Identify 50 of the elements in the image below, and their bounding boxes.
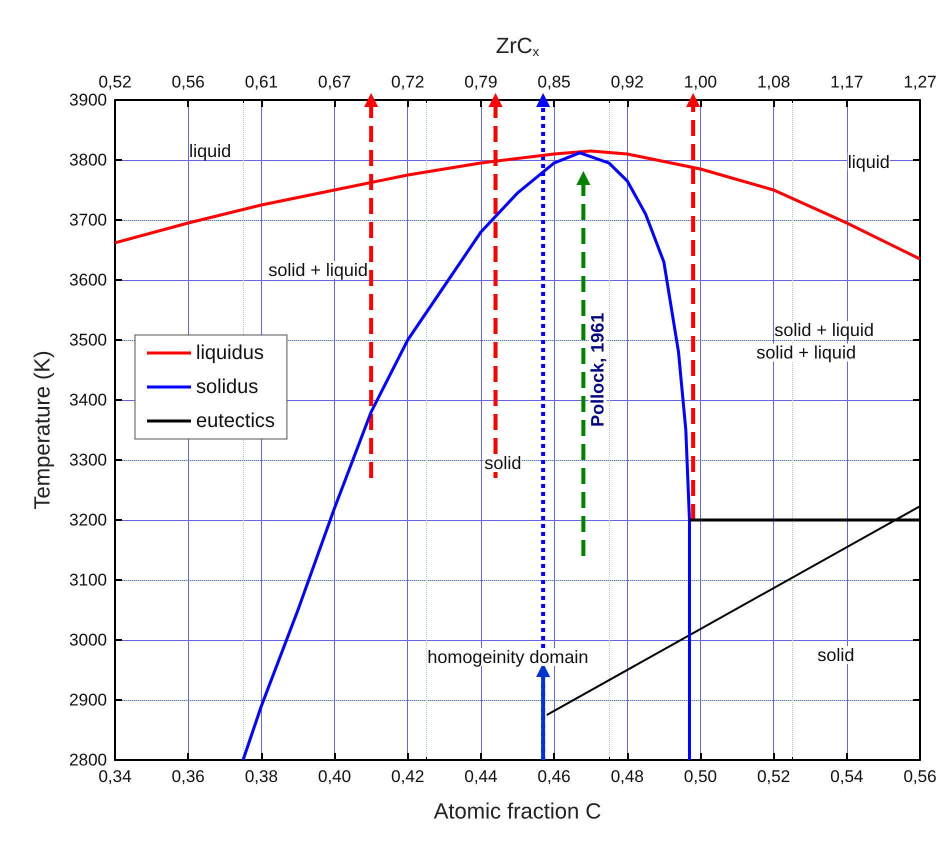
x-tick-label: 0,46 [538,767,571,786]
text: 0,67 [318,72,352,92]
y-tick-label: 3900 [69,90,107,110]
text: 1,17 [830,72,864,92]
annotation: solid [484,453,522,473]
annotation: liquid [848,152,890,172]
y-tick-label: 3400 [69,390,107,410]
x-tick-label: 0,48 [610,767,644,786]
text: 0,56 [172,72,205,92]
annotation: solid [817,645,854,665]
x-tick-label: 0,34 [98,767,132,786]
legend-label: solidus [196,376,258,398]
y-tick-label: 3800 [69,150,107,170]
text: 0,72 [391,72,424,92]
x-tick-label: 0,38 [244,767,278,786]
annotation: homogeinity domain [427,647,588,668]
annotation: solid + liquid [774,320,874,340]
x-axis-title: Atomic fraction C [434,798,602,824]
y-axis-title: Temperature (K) [30,350,54,510]
x-tick-label: 0,56 [903,767,937,786]
text: 1,08 [757,72,790,92]
text: 0,52 [98,72,132,92]
text: 0,85 [538,72,571,92]
y-tick-label: 3600 [69,270,107,290]
x-tick-label: 0,50 [684,767,717,786]
legend-label: eutectics [196,410,275,432]
x-tick-label: 0,52 [757,767,790,786]
x-tick-label: 0,44 [464,767,498,786]
y-tick-label: 3500 [69,330,107,350]
y-tick-label: 2900 [69,690,107,710]
x-tick-label: 0,40 [318,767,352,786]
annotation: Pollock, 1961 [588,312,608,427]
x-tick-label: 0,36 [172,767,205,786]
text: 1,27 [903,72,937,92]
legend-label: liquidus [196,342,264,364]
y-tick-label: 3000 [69,630,107,650]
annotation: liquid [189,141,232,161]
text: 0,79 [464,72,498,92]
text: 0,92 [610,72,644,92]
text: 1,00 [684,72,717,92]
text: 0,61 [244,72,278,92]
y-tick-label: 2800 [69,750,107,770]
y-tick-label: 3700 [69,210,107,230]
annotation: solid + liquid [268,260,368,280]
annotation: solid + liquid [756,342,856,363]
x-tick-label: 0,42 [391,767,424,786]
y-tick-label: 3200 [69,510,107,530]
x-tick-label: 0,54 [830,767,864,786]
y-tick-label: 3100 [69,570,107,590]
y-tick-label: 3300 [69,450,107,470]
